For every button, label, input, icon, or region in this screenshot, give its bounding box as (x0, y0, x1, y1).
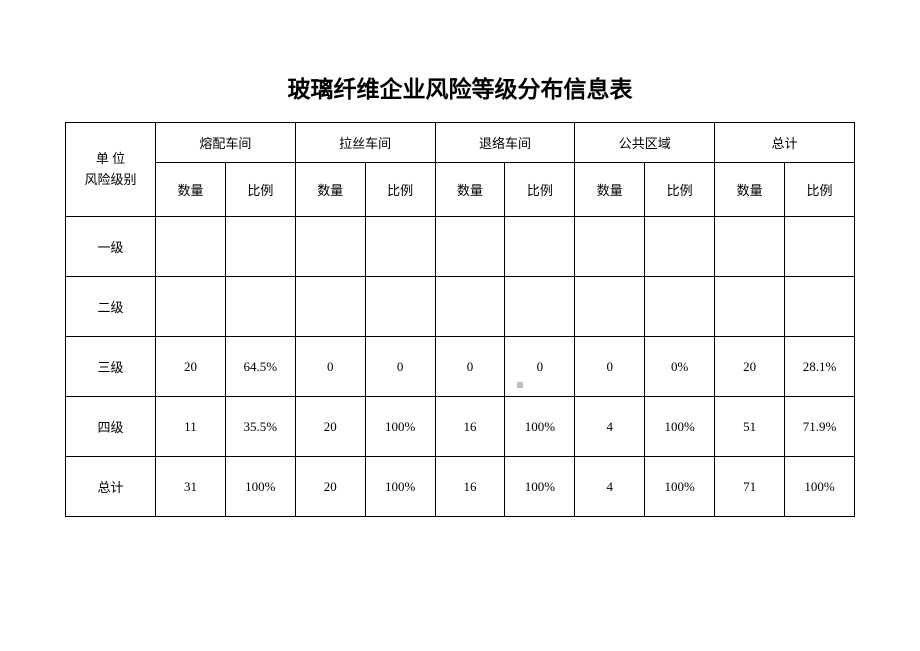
subheader-1-pct: 比例 (365, 163, 435, 217)
watermark-dot (517, 382, 523, 388)
cell (715, 277, 785, 337)
cell: 20 (295, 457, 365, 517)
cell: 20 (156, 337, 226, 397)
row-header-line1: 单 位 (66, 149, 155, 170)
cell (575, 217, 645, 277)
subheader-2-pct: 比例 (505, 163, 575, 217)
subheader-0-pct: 比例 (225, 163, 295, 217)
table-row: 二级 (66, 277, 855, 337)
cell: 0% (645, 337, 715, 397)
cell: 64.5% (225, 337, 295, 397)
cell: 51 (715, 397, 785, 457)
row-label-4: 总计 (66, 457, 156, 517)
cell (295, 277, 365, 337)
cell: 71 (715, 457, 785, 517)
cell (225, 217, 295, 277)
subheader-4-qty: 数量 (715, 163, 785, 217)
table-row: 总计 31 100% 20 100% 16 100% 4 100% 71 100… (66, 457, 855, 517)
row-label-0: 一级 (66, 217, 156, 277)
row-label-2: 三级 (66, 337, 156, 397)
cell: 100% (645, 457, 715, 517)
group-header-0: 熔配车间 (156, 123, 296, 163)
subheader-1-qty: 数量 (295, 163, 365, 217)
risk-table: 单 位 风险级别 熔配车间 拉丝车间 退络车间 公共区域 总计 数量 比例 数量… (65, 122, 855, 517)
cell (435, 217, 505, 277)
cell (645, 217, 715, 277)
table-title: 玻璃纤维企业风险等级分布信息表 (65, 70, 855, 104)
cell (715, 217, 785, 277)
cell (295, 217, 365, 277)
group-header-2: 退络车间 (435, 123, 575, 163)
cell (575, 277, 645, 337)
group-header-3: 公共区域 (575, 123, 715, 163)
cell: 35.5% (225, 397, 295, 457)
cell (435, 277, 505, 337)
cell: 31 (156, 457, 226, 517)
subheader-4-pct: 比例 (785, 163, 855, 217)
cell (785, 277, 855, 337)
cell: 4 (575, 397, 645, 457)
cell: 0 (435, 337, 505, 397)
group-header-1: 拉丝车间 (295, 123, 435, 163)
row-header-line2: 风险级别 (66, 170, 155, 191)
cell: 100% (225, 457, 295, 517)
cell: 100% (365, 457, 435, 517)
cell: 28.1% (785, 337, 855, 397)
cell: 0 (505, 337, 575, 397)
row-label-1: 二级 (66, 277, 156, 337)
cell: 11 (156, 397, 226, 457)
row-label-3: 四级 (66, 397, 156, 457)
cell (785, 217, 855, 277)
group-header-4: 总计 (715, 123, 855, 163)
cell (225, 277, 295, 337)
cell: 0 (365, 337, 435, 397)
subheader-0-qty: 数量 (156, 163, 226, 217)
cell: 0 (295, 337, 365, 397)
cell: 100% (645, 397, 715, 457)
cell: 16 (435, 397, 505, 457)
table-row: 三级 20 64.5% 0 0 0 0 0 0% 20 28.1% (66, 337, 855, 397)
cell: 4 (575, 457, 645, 517)
cell: 16 (435, 457, 505, 517)
subheader-3-pct: 比例 (645, 163, 715, 217)
table-row: 四级 11 35.5% 20 100% 16 100% 4 100% 51 71… (66, 397, 855, 457)
cell (645, 277, 715, 337)
cell (505, 217, 575, 277)
cell: 20 (295, 397, 365, 457)
cell (365, 217, 435, 277)
cell: 71.9% (785, 397, 855, 457)
cell (365, 277, 435, 337)
table-body: 一级 二级 (66, 217, 855, 517)
cell (156, 217, 226, 277)
cell: 100% (505, 397, 575, 457)
cell (156, 277, 226, 337)
cell (505, 277, 575, 337)
subheader-3-qty: 数量 (575, 163, 645, 217)
table-row: 一级 (66, 217, 855, 277)
cell: 0 (575, 337, 645, 397)
subheader-2-qty: 数量 (435, 163, 505, 217)
cell: 100% (505, 457, 575, 517)
row-header-label: 单 位 风险级别 (66, 123, 156, 217)
cell: 100% (785, 457, 855, 517)
cell: 100% (365, 397, 435, 457)
cell: 20 (715, 337, 785, 397)
